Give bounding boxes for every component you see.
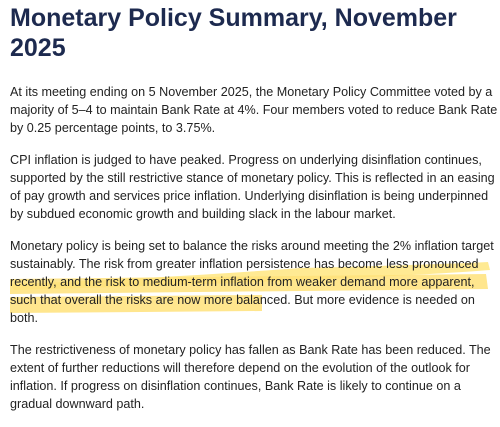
- text-line: both.: [10, 311, 39, 325]
- text-line: by 0.25 percentage points, to 3.75%.: [10, 121, 216, 135]
- text-line: At its meeting ending on 5 November 2025…: [10, 85, 493, 99]
- title-line: Monetary Policy Summary, November: [10, 4, 457, 32]
- paragraph: At its meeting ending on 5 November 2025…: [10, 83, 498, 137]
- document: Monetary Policy Summary, November 2025 At …: [10, 3, 498, 427]
- text-line: by subdued economic growth and building …: [10, 207, 396, 221]
- text-line: recently, and the risk to medium-term in…: [10, 275, 475, 289]
- highlighter-marks: [10, 262, 490, 313]
- text-line: inflation. If progress on disinflation c…: [10, 379, 461, 393]
- highlight-stroke: [10, 295, 262, 313]
- text-line: such that overall the risks are now more…: [10, 293, 475, 307]
- text-line: CPI inflation is judged to have peaked. …: [10, 153, 482, 167]
- text-line: gradual downward path.: [10, 397, 145, 411]
- text-line: of pay growth and services price inflati…: [10, 189, 489, 203]
- text-line: sustainably. The risk from greater infla…: [10, 257, 479, 271]
- title-line: 2025: [10, 34, 66, 62]
- paragraph: Monetary policy is being set to balance …: [10, 237, 495, 327]
- paragraph: The restrictiveness of monetary policy h…: [10, 341, 495, 413]
- page: {"header": {"title_lines": ["Monetary Po…: [10, 4, 498, 411]
- paragraph: CPI inflation is judged to have peaked. …: [10, 151, 495, 223]
- title: Monetary Policy Summary, November 2025: [10, 3, 495, 63]
- text-line: extent of further reductions will theref…: [10, 361, 470, 375]
- text-line: The restrictiveness of monetary policy h…: [10, 343, 491, 357]
- text-line: majority of 5–4 to maintain Bank Rate at…: [10, 103, 498, 117]
- text-line: supported by the still restrictive stanc…: [10, 171, 495, 185]
- highlight-stroke: [10, 274, 488, 294]
- text-line: Monetary policy is being set to balance …: [10, 239, 494, 253]
